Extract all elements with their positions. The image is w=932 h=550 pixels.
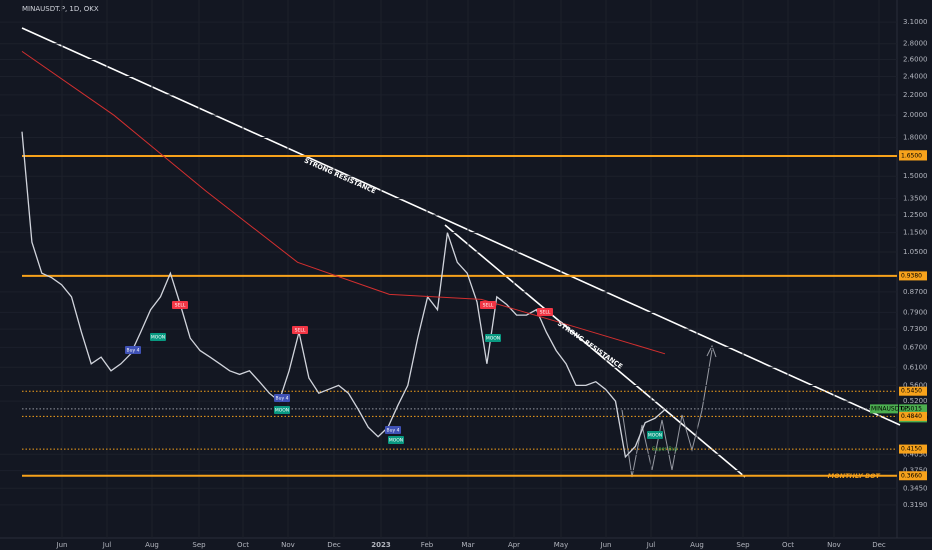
x-tick-label: Oct: [782, 541, 794, 549]
symbol-box: [870, 404, 898, 414]
x-tick-label: Oct: [237, 541, 249, 549]
x-tick-label: Jul: [646, 541, 656, 549]
x-tick-label: Feb: [421, 541, 434, 549]
y-tick-label: 1.0500: [903, 248, 928, 256]
signal-label: SELL: [540, 310, 551, 316]
trendline: [444, 224, 746, 478]
y-tick-label: 2.8000: [903, 40, 928, 48]
x-tick-label: Mar: [461, 541, 474, 549]
price-box-label: 0.4840: [901, 413, 922, 420]
price-box: [899, 271, 927, 281]
y-tick-label: 0.7900: [903, 308, 928, 316]
signal-box: [274, 406, 290, 414]
y-tick-label: 0.7300: [903, 325, 928, 333]
y-tick-label: 2.2000: [903, 91, 928, 99]
x-tick-label: Jun: [56, 541, 68, 549]
y-tick-label: 2.4000: [903, 72, 928, 80]
signal-label: SELL: [175, 303, 186, 309]
price-box-label: 1.6500: [901, 153, 922, 160]
x-tick-label: Dec: [327, 541, 341, 549]
y-tick-label: 0.3450: [903, 484, 928, 492]
y-tick-label: 1.8000: [903, 134, 928, 142]
signal-label: SELL: [483, 303, 494, 309]
x-tick-label: Apr: [508, 541, 520, 549]
signal-box: [537, 308, 553, 316]
annotation: MONTHLY BOT: [828, 472, 881, 480]
price-box: [899, 444, 927, 454]
x-tick-label: Sep: [192, 541, 206, 549]
y-tick-label: 3.1000: [903, 18, 928, 26]
signal-box: [388, 436, 404, 444]
trendline: [21, 27, 901, 426]
signal-label: Buy 4: [387, 428, 400, 434]
price-box: [899, 151, 927, 161]
signal-box: [485, 334, 501, 342]
x-tick-label: Nov: [827, 541, 841, 549]
signal-label: MOON: [648, 433, 662, 439]
x-tick-label: May: [554, 541, 568, 549]
signal-box: [150, 333, 166, 341]
x-tick-label: Jul: [102, 541, 112, 549]
signal-label: MOON: [151, 335, 165, 341]
y-tick-label: 0.6100: [903, 363, 928, 371]
y-tick-label: 1.5000: [903, 172, 928, 180]
y-tick-label: 0.8700: [903, 288, 928, 296]
chart-title: MINAUSDT.P, 1D, OKX: [22, 5, 99, 13]
price-box-label: 0.5450: [901, 388, 922, 395]
price-box: [899, 404, 927, 414]
price-box-label: 0.5015: [901, 405, 922, 412]
signal-box: [480, 301, 496, 309]
signal-box: [274, 394, 290, 402]
price-box: [899, 411, 927, 421]
price-box: [899, 386, 927, 396]
x-tick-label: Dec: [872, 541, 886, 549]
price-box: [899, 471, 927, 481]
signal-label: Super Buy: [652, 447, 678, 453]
symbol-label: MINAUSDT.P: [871, 405, 908, 412]
y-tick-label: 1.1500: [903, 229, 928, 237]
price-line: [21, 50, 666, 355]
y-tick-label: 2.6000: [903, 55, 928, 63]
x-tick-label: Aug: [690, 541, 704, 549]
price-line: [21, 131, 666, 459]
y-tick-label: 2.0000: [903, 111, 928, 119]
signal-label: MOON: [275, 408, 289, 414]
price-box-label: 0.4150: [901, 446, 922, 453]
x-tick-label: Nov: [281, 541, 295, 549]
x-tick-label: 2023: [371, 541, 391, 549]
signal-box: [125, 346, 141, 354]
price-box-label: 0.3660: [901, 472, 922, 479]
y-tick-label: 1.2500: [903, 211, 928, 219]
y-tick-label: 0.3190: [903, 501, 928, 509]
y-tick-label: 0.4050: [903, 450, 928, 458]
signal-box: [292, 326, 308, 334]
x-tick-label: Jun: [600, 541, 612, 549]
signal-label: MOON: [486, 336, 500, 342]
y-tick-label: 0.6700: [903, 343, 928, 351]
y-tick-label: 0.3750: [903, 467, 928, 475]
y-tick-label: 1.3500: [903, 195, 928, 203]
x-tick-label: Aug: [145, 541, 159, 549]
projection-arrow: [706, 344, 717, 358]
signal-label: SELL: [295, 328, 306, 334]
y-tick-label: 0.5600: [903, 381, 928, 389]
signal-label: MOON: [389, 438, 403, 444]
signal-box: [647, 431, 663, 439]
y-tick-label: 0.5200: [903, 397, 928, 405]
signal-label: Buy 4: [127, 348, 140, 354]
signal-box: [385, 426, 401, 434]
x-tick-label: Sep: [736, 541, 750, 549]
signal-label: Buy 4: [276, 396, 289, 402]
price-box-label: 0.9380: [901, 272, 922, 279]
signal-box: [172, 301, 188, 309]
